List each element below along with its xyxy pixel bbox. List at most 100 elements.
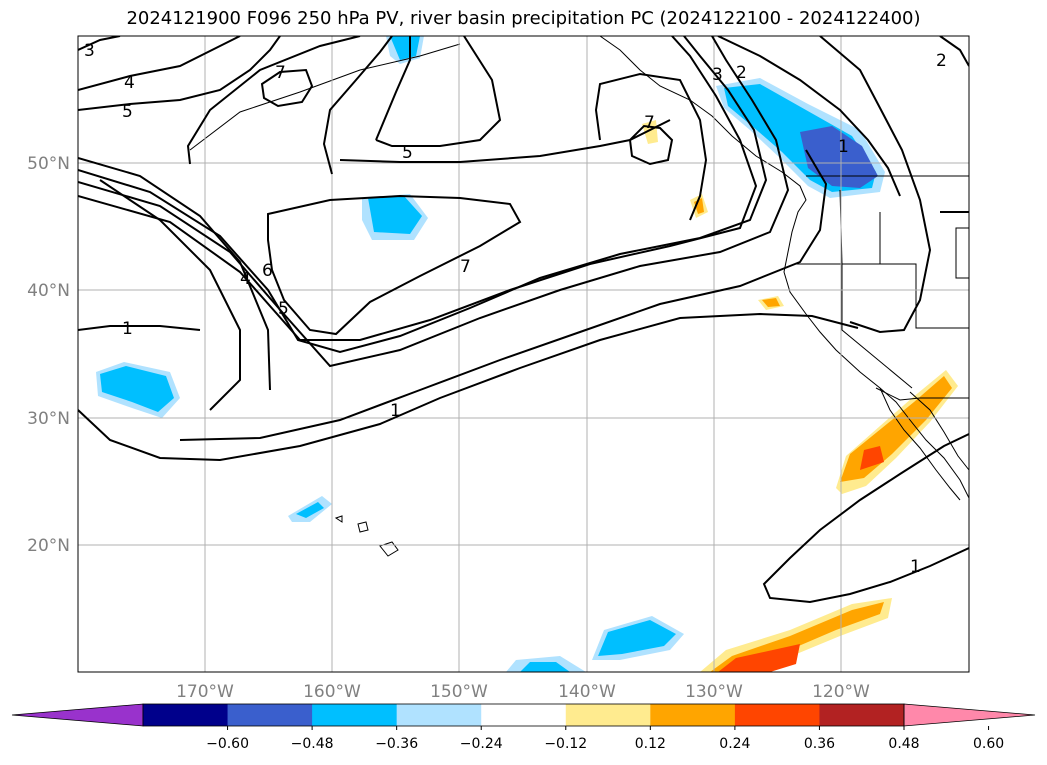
precip-patch xyxy=(840,376,952,482)
contour-label: 6 xyxy=(262,261,273,281)
pv-contour xyxy=(267,194,522,336)
precip-patch xyxy=(762,298,780,307)
gridlines xyxy=(78,36,969,672)
pv-contour xyxy=(322,36,393,175)
precip-fill-layer xyxy=(96,36,958,672)
coastline-layer xyxy=(189,36,969,557)
lat-tick-label: 50°N xyxy=(27,154,70,174)
colorbar-tick-label: 0.48 xyxy=(888,736,919,752)
precip-patch xyxy=(100,366,174,412)
pv-contour xyxy=(939,36,969,67)
hawaii-island xyxy=(379,541,399,557)
precip-patch xyxy=(520,662,570,672)
pv-contour xyxy=(78,157,271,391)
pv-contour xyxy=(78,36,758,341)
colorbar-segment xyxy=(650,704,736,726)
state-border xyxy=(841,264,913,389)
colorbar-segment xyxy=(565,704,651,726)
colorbar-segment xyxy=(312,704,398,726)
contour-label: 2 xyxy=(736,63,747,83)
lon-tick-label: 170°W xyxy=(176,682,234,702)
contour-label: 1 xyxy=(910,557,921,577)
colorbar-frame xyxy=(142,703,905,727)
lon-axis: 170°W 160°W 150°W 140°W 130°W 120°W xyxy=(176,682,870,702)
state-border xyxy=(794,263,969,329)
colorbar-segment xyxy=(481,704,567,726)
pv-contour xyxy=(78,36,121,51)
pv-contour xyxy=(186,36,361,165)
colorbar-tick-label: −0.12 xyxy=(544,736,587,752)
lon-tick-label: 120°W xyxy=(812,682,870,702)
colorbar: −0.60 −0.48 −0.36 −0.24 −0.12 0.12 0.24 0.36 0.4… xyxy=(11,703,1036,752)
chart-title: 2024121900 F096 250 hPa PV, river basin … xyxy=(126,8,921,29)
contour-label: 4 xyxy=(240,269,251,289)
contour-label: 5 xyxy=(278,299,289,319)
colorbar-tick-label: 0.12 xyxy=(635,736,666,752)
colorbar-tick-label: 0.60 xyxy=(973,736,1004,752)
contour-label: 7 xyxy=(644,113,655,133)
pv-contour xyxy=(78,36,768,354)
contour-labels: 3 4 5 7 5 7 3 2 1 6 4 5 7 1 1 1 2 xyxy=(84,41,947,577)
colorbar-extend-high xyxy=(903,703,1036,727)
precip-patch xyxy=(296,502,324,518)
colorbar-tick-label: −0.24 xyxy=(460,736,503,752)
pv-contour xyxy=(594,72,708,221)
lon-tick-label: 160°W xyxy=(303,682,361,702)
lat-axis: 20°N 30°N 40°N 50°N xyxy=(27,154,70,556)
colorbar-segment xyxy=(819,704,905,726)
pv-contour-layer xyxy=(78,36,969,604)
pv-contour xyxy=(78,325,201,331)
pv-contour xyxy=(78,312,859,462)
pv-contour xyxy=(375,36,411,141)
lat-tick-label: 40°N xyxy=(27,281,70,301)
precip-patch xyxy=(368,196,422,234)
contour-label: 3 xyxy=(84,41,95,61)
mexico-border xyxy=(875,387,969,401)
lon-tick-label: 150°W xyxy=(430,682,488,702)
contour-label: 2 xyxy=(936,51,947,71)
pv-contour xyxy=(375,36,502,147)
contour-label: 7 xyxy=(275,63,286,83)
pv-contour xyxy=(78,36,241,91)
contour-label: 1 xyxy=(838,137,849,157)
colorbar-segment xyxy=(143,704,229,726)
lon-tick-label: 140°W xyxy=(558,682,616,702)
precip-patch xyxy=(718,644,800,672)
hawaii-island xyxy=(334,515,343,523)
lon-tick-label: 130°W xyxy=(685,682,743,702)
contour-label: 1 xyxy=(122,319,133,339)
precip-patch xyxy=(598,620,676,656)
pv-contour xyxy=(78,36,281,111)
contour-label: 3 xyxy=(712,65,723,85)
precip-patch xyxy=(860,446,884,470)
colorbar-extend-low xyxy=(11,703,144,727)
colorbar-tick-label: −0.60 xyxy=(206,736,249,752)
alaska-coast xyxy=(189,43,461,151)
hawaii-island xyxy=(357,521,369,533)
colorbar-segment xyxy=(396,704,482,726)
colorbar-tick-label: −0.36 xyxy=(375,736,418,752)
north-america-coastline xyxy=(599,36,969,499)
lat-tick-label: 30°N xyxy=(27,409,70,429)
pv-contour xyxy=(628,124,674,166)
colorbar-tick-label: 0.36 xyxy=(804,736,835,752)
pv-contour xyxy=(717,36,901,197)
contour-label: 4 xyxy=(124,73,135,93)
baja-coastline xyxy=(879,387,961,501)
pv-contour xyxy=(99,179,241,411)
colorbar-segment xyxy=(227,704,313,726)
map-frame xyxy=(77,35,970,673)
gulf-california xyxy=(909,391,969,471)
contour-label: 5 xyxy=(402,143,413,163)
lat-tick-label: 20°N xyxy=(27,536,70,556)
contour-label: 5 xyxy=(122,102,133,122)
pv-contour xyxy=(78,36,790,368)
contour-label: 7 xyxy=(460,257,471,277)
pv-contour xyxy=(339,119,671,163)
pv-contour xyxy=(260,68,314,108)
colorbar-tick-label: 0.24 xyxy=(719,736,750,752)
pv-contour xyxy=(819,36,932,334)
colorbar-segment xyxy=(734,704,820,726)
state-border xyxy=(955,227,969,279)
